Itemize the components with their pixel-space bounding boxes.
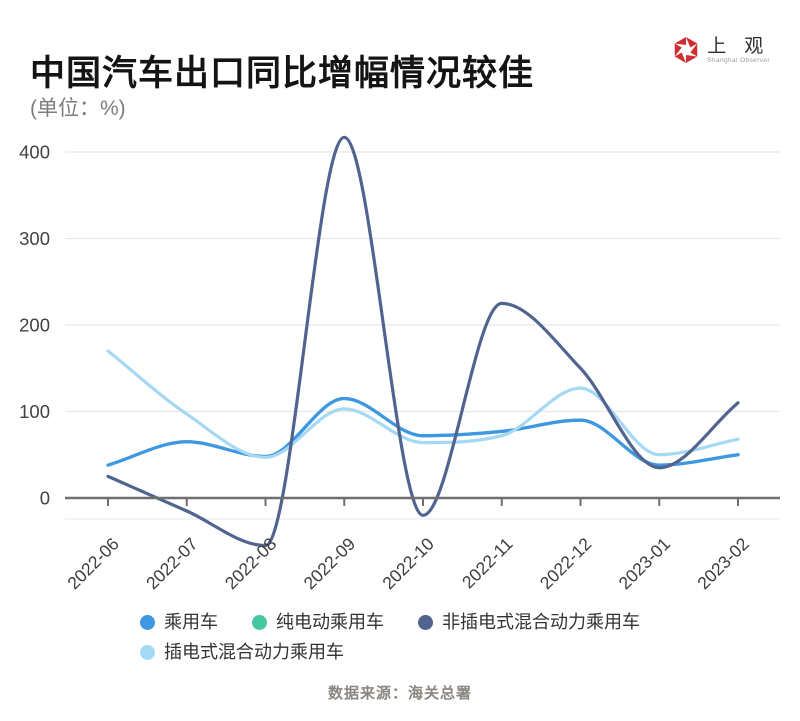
svg-text:2022-07: 2022-07 [142, 534, 202, 594]
legend-label: 非插电式混合动力乘用车 [442, 612, 640, 632]
legend-dot-icon [418, 614, 433, 630]
series-line [106, 349, 740, 459]
legend-item[interactable]: 乘用车 [140, 610, 218, 634]
legend-item[interactable]: 纯电动乘用车 [252, 610, 384, 634]
legend-item[interactable]: 非插电式混合动力乘用车 [418, 610, 640, 634]
svg-text:2022-11: 2022-11 [458, 534, 517, 593]
legend-dot-icon [140, 644, 155, 660]
unit-label: (单位：%) [30, 97, 126, 120]
data-source: 数据来源：海关总署 [327, 685, 472, 702]
svg-text:300: 300 [19, 228, 50, 249]
svg-text:2022-12: 2022-12 [536, 534, 596, 594]
legend-dot-icon [140, 614, 155, 630]
svg-text:2022-06: 2022-06 [63, 534, 123, 594]
svg-text:2022-10: 2022-10 [378, 534, 438, 594]
svg-text:200: 200 [19, 315, 50, 336]
legend-label: 纯电动乘用车 [276, 612, 384, 632]
series-line [106, 396, 740, 467]
svg-text:2023-01: 2023-01 [615, 534, 675, 594]
logo-subname: Shanghai Observer [707, 56, 770, 64]
series-line [106, 396, 740, 467]
svg-text:400: 400 [19, 142, 50, 163]
chart-legend: 乘用车 纯电动乘用车 非插电式混合动力乘用车插电式混合动力乘用车 [140, 610, 740, 664]
legend-label: 乘用车 [164, 612, 218, 632]
pinwheel-logo-icon [674, 36, 698, 64]
logo-name: 上 观 [707, 35, 770, 57]
svg-text:2023-02: 2023-02 [693, 534, 753, 594]
svg-text:2022-09: 2022-09 [300, 534, 360, 594]
legend-item[interactable]: 插电式混合动力乘用车 [140, 640, 344, 664]
legend-dot-icon [252, 614, 267, 630]
shanghai-observer-logo: 上 观 Shanghai Observer [672, 36, 770, 64]
svg-text:0: 0 [40, 488, 50, 509]
svg-text:100: 100 [19, 401, 50, 422]
legend-label: 插电式混合动力乘用车 [164, 642, 344, 662]
series-line [106, 135, 740, 548]
page-title: 中国汽车出口同比增幅情况较佳 [30, 54, 535, 94]
